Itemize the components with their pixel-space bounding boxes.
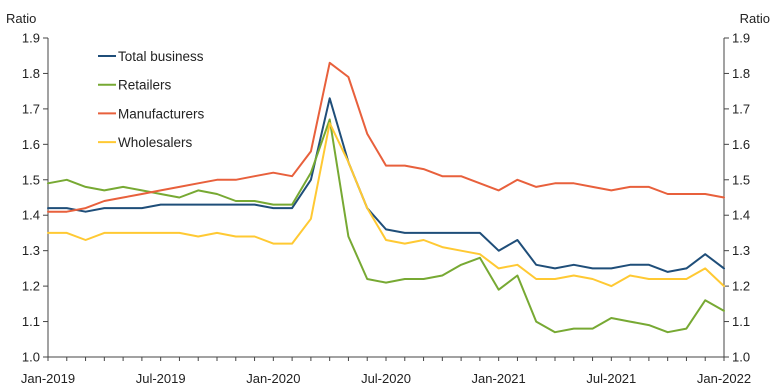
axes: 1.0 1.0 1.1 1.1 1.2 1.2 1.3 1.3 1.4 1.4 1.5 1.5 1.6 1… (21, 31, 751, 387)
left-y-tick-label: 1.6 (22, 137, 40, 152)
right-y-tick-label: 1.9 (732, 31, 750, 46)
right-y-tick-label: 1.8 (732, 66, 750, 81)
legend-label: Wholesalers (118, 135, 193, 150)
x-tick-label: Jul-2021 (586, 371, 636, 386)
x-tick-label: Jan-2021 (472, 371, 526, 386)
left-y-tick-label: 1.4 (22, 208, 40, 223)
x-tick-label: Jan-2022 (697, 371, 751, 386)
right-y-tick-label: 1.2 (732, 279, 750, 294)
left-axis-title: Ratio (6, 11, 36, 26)
x-tick-label: Jan-2019 (21, 371, 75, 386)
x-tick-label: Jan-2020 (246, 371, 300, 386)
left-y-tick-label: 1.2 (22, 279, 40, 294)
left-y-tick-label: 1.5 (22, 172, 40, 187)
series-line-manufacturers (47, 61, 725, 213)
right-y-tick-label: 1.3 (732, 243, 750, 258)
left-y-tick-label: 1.3 (22, 243, 40, 258)
series-line-wholesalers (47, 122, 725, 288)
legend-label: Manufacturers (118, 106, 205, 121)
right-y-tick-label: 1.4 (732, 208, 750, 223)
right-y-tick-label: 1.5 (732, 172, 750, 187)
right-axis-title: Ratio (740, 11, 770, 26)
legend-label: Total business (118, 49, 204, 64)
left-y-tick-label: 1.8 (22, 66, 40, 81)
right-y-tick-label: 1.0 (732, 350, 750, 365)
left-y-tick-label: 1.9 (22, 31, 40, 46)
x-tick-label: Jul-2020 (361, 371, 411, 386)
series-line-total-business (47, 97, 725, 273)
left-y-tick-label: 1.0 (22, 350, 40, 365)
right-y-tick-label: 1.6 (732, 137, 750, 152)
legend: Total business Retailers Manufacturers Whol… (98, 49, 205, 150)
x-tick-label: Jul-2019 (136, 371, 186, 386)
right-y-tick-label: 1.7 (732, 101, 750, 116)
series-lines (47, 61, 725, 334)
series-line-retailers (47, 118, 725, 334)
left-y-tick-label: 1.1 (22, 314, 40, 329)
right-y-tick-label: 1.1 (732, 314, 750, 329)
legend-label: Retailers (118, 78, 172, 93)
left-y-tick-label: 1.7 (22, 101, 40, 116)
